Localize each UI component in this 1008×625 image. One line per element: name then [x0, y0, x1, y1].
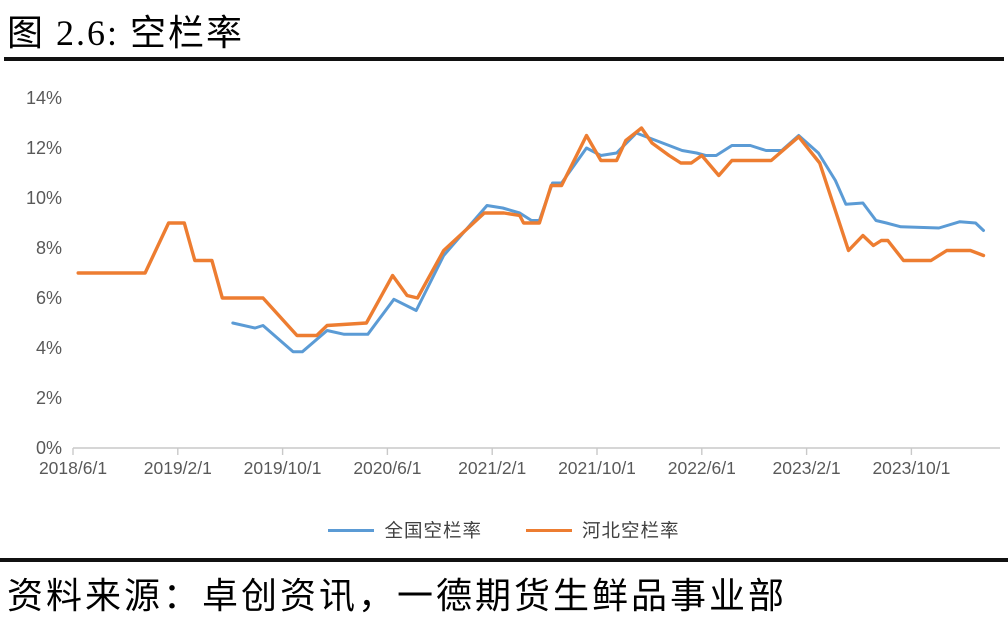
y-axis-label: 10%: [25, 188, 62, 208]
legend-line-swatch: [526, 528, 572, 532]
x-axis-label: 2019/10/1: [243, 458, 322, 478]
footer-divider-line: [0, 558, 1008, 562]
x-axis-label: 2020/6/1: [353, 458, 422, 478]
x-axis-label: 2021/2/1: [458, 458, 527, 478]
figure-title: 图 2.6: 空栏率: [7, 13, 245, 53]
x-axis-label: 2022/6/1: [667, 458, 736, 478]
chart-legend: 全国空栏率 河北空栏率: [0, 517, 1008, 543]
legend-item-0: 全国空栏率: [328, 517, 482, 543]
y-axis-label: 2%: [35, 388, 62, 408]
y-axis-label: 0%: [35, 438, 62, 458]
y-axis-label: 6%: [35, 288, 62, 308]
y-axis-label: 8%: [35, 238, 62, 258]
series-line-1: [76, 126, 986, 338]
y-axis-label: 12%: [25, 138, 62, 158]
legend-item-1: 河北空栏率: [526, 517, 680, 543]
plot-area: [72, 126, 1000, 455]
y-axis-label: 4%: [35, 338, 62, 358]
x-axis-label: 2023/10/1: [872, 458, 951, 478]
y-axis-label: 14%: [25, 88, 62, 108]
title-divider-line: [4, 57, 1004, 61]
legend-label: 河北空栏率: [582, 520, 680, 541]
series-line-0: [231, 131, 985, 354]
x-axis-label: 2021/10/1: [558, 458, 636, 478]
x-axis-label: 2019/2/1: [143, 458, 212, 478]
legend-line-swatch: [328, 528, 375, 532]
x-axis-label: 2023/2/1: [772, 458, 841, 478]
x-axis-label: 2018/6/1: [38, 458, 108, 478]
source-note: 资料来源：卓创资讯，一德期货生鲜品事业部: [7, 576, 788, 616]
legend-label: 全国空栏率: [384, 520, 482, 541]
